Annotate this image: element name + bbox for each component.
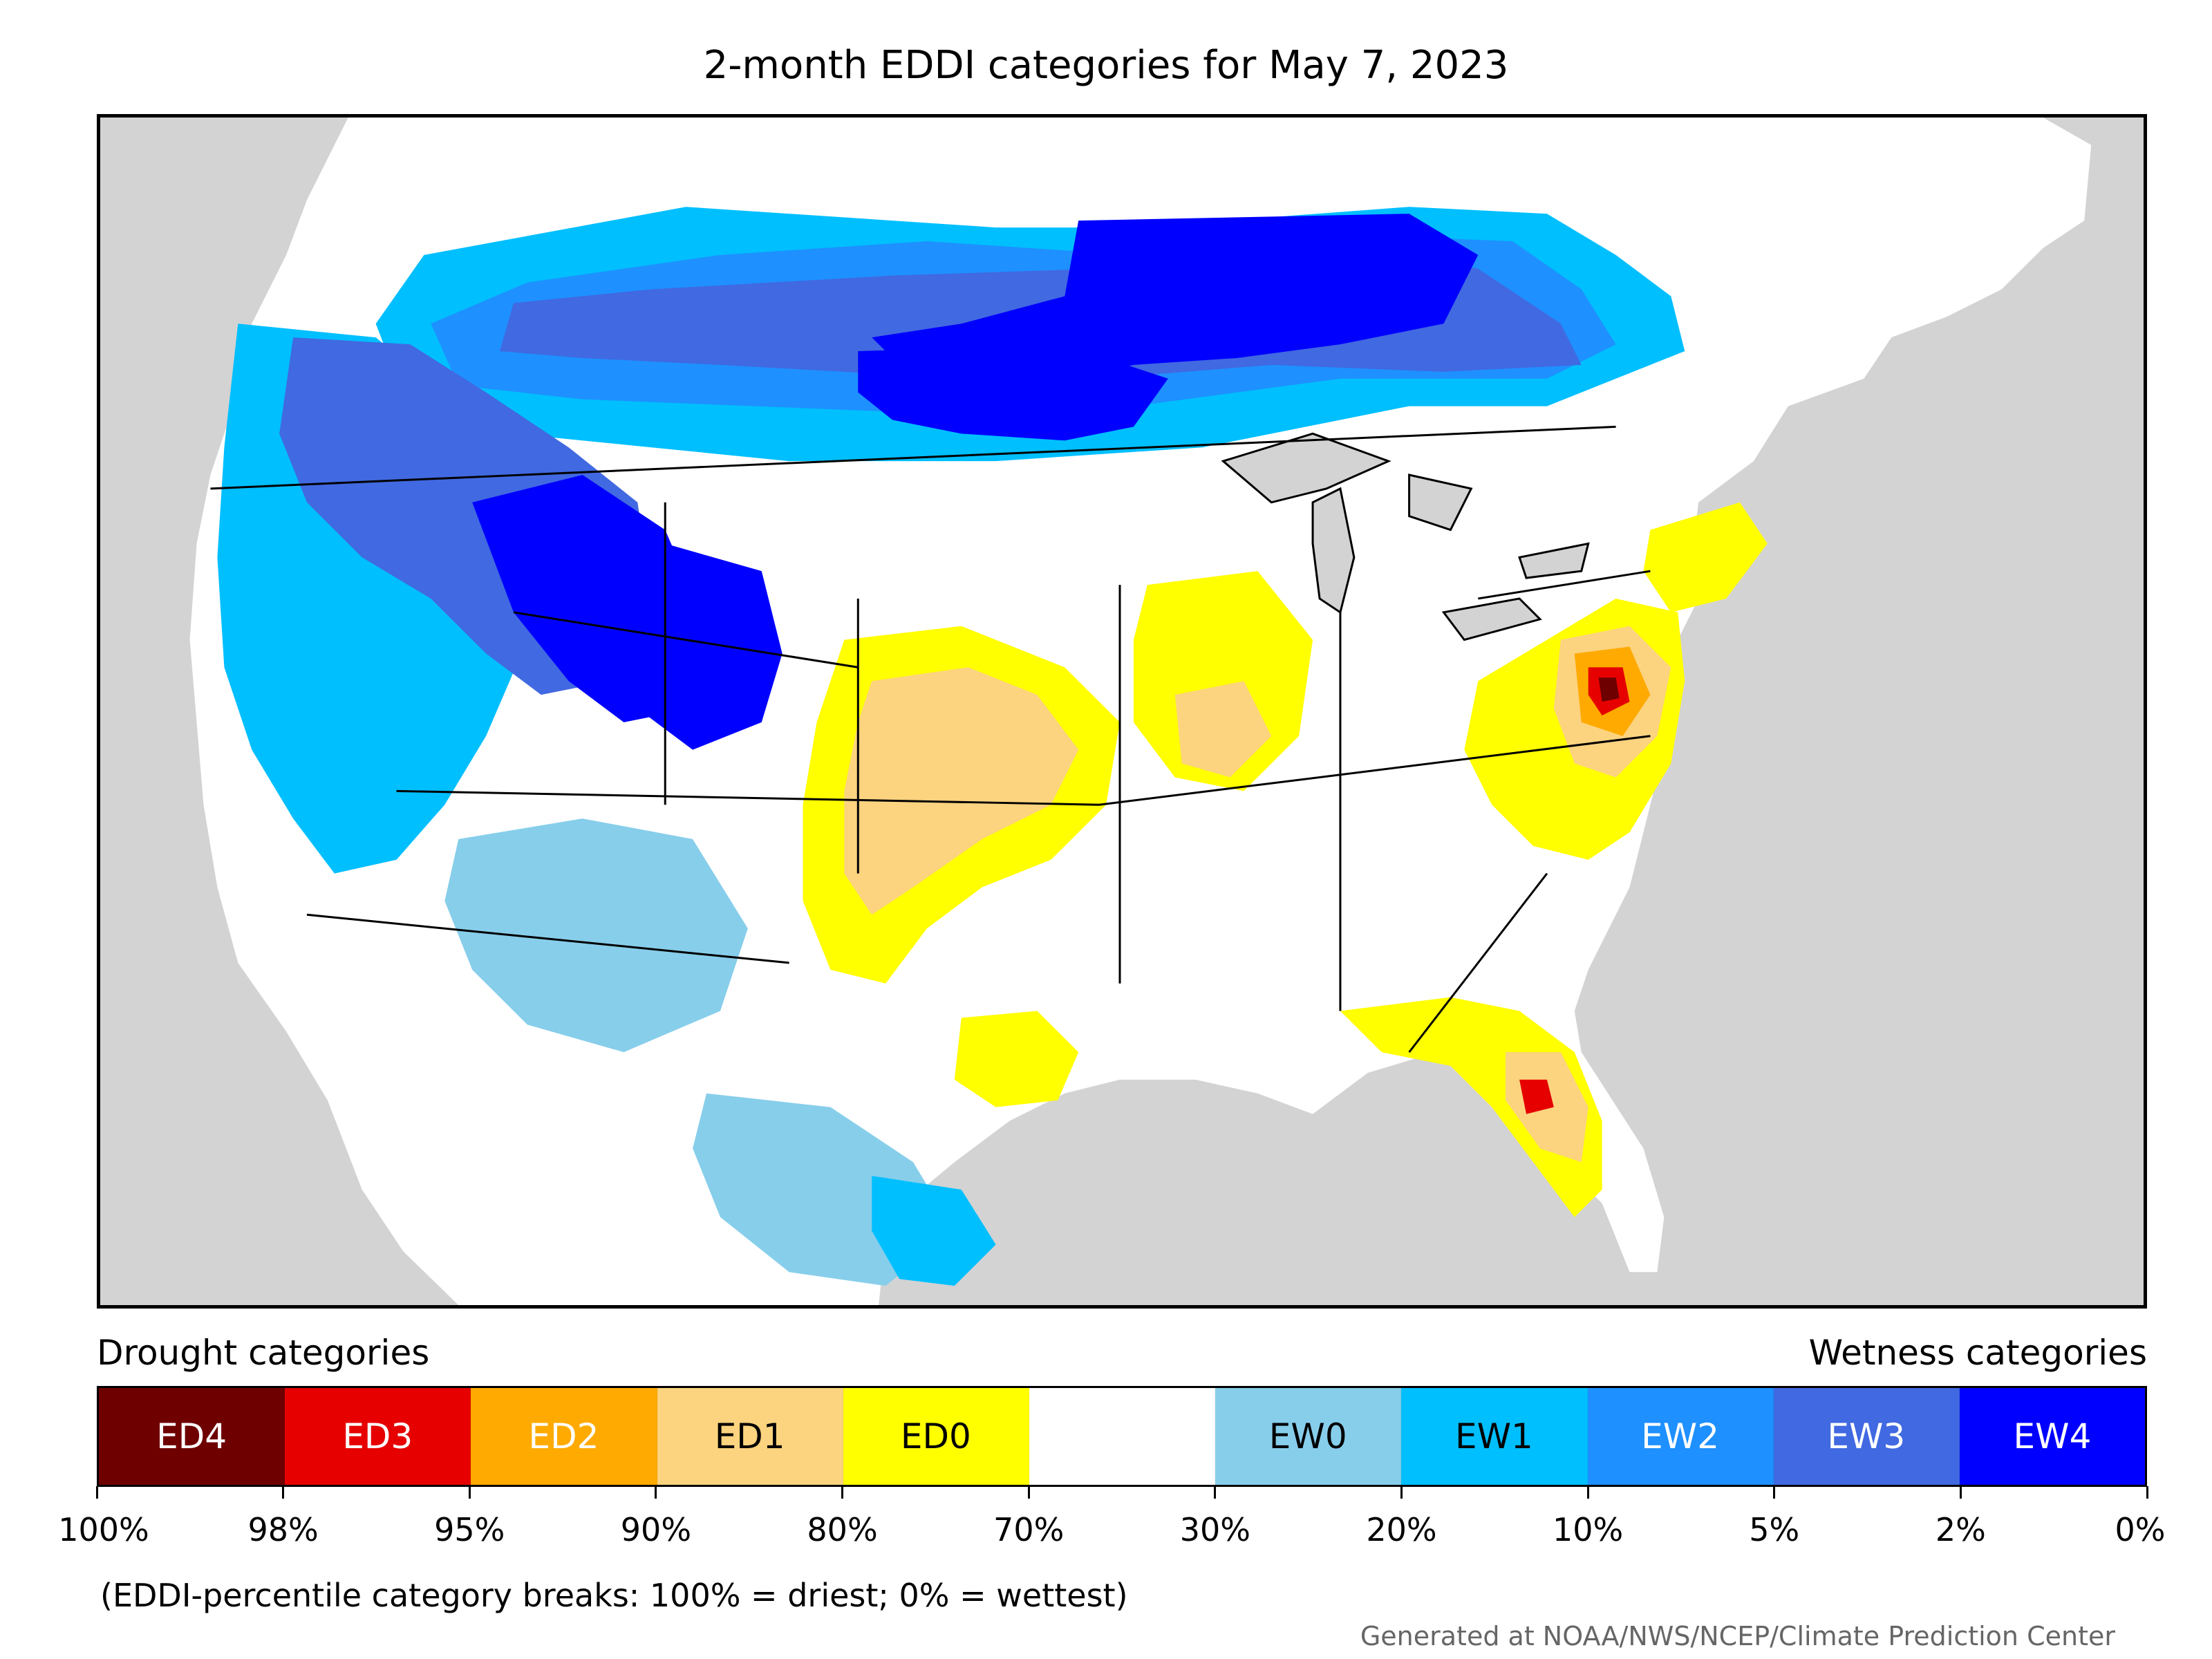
colorbar-cell-ew4: EW4 [1959,1388,2146,1485]
colorbar-tick-label: 2% [1935,1511,1986,1548]
colorbar-tick [1586,1486,1589,1499]
colorbar-tick-label: 98% [247,1511,319,1548]
colorbar-tick [282,1486,285,1499]
colorbar-tick [1773,1486,1776,1499]
wet-region-ew4-north [872,214,1479,386]
colorbar-tick [841,1486,844,1499]
colorbar-tick [1027,1486,1030,1499]
colorbar-tick [2146,1486,2148,1499]
colorbar-tick [1959,1486,1962,1499]
colorbar-cell-ed2: ED2 [471,1388,657,1485]
colorbar-tick-label: 80% [807,1511,878,1548]
colorbar-tick-label: 70% [993,1511,1065,1548]
wetness-categories-heading: Wetness categories [1808,1333,2147,1373]
colorbar-tick-label: 10% [1552,1511,1624,1548]
colorbar-tick [1400,1486,1403,1499]
dry-region-northeast-ed0 [1643,502,1768,612]
colorbar-cell-ew1: EW1 [1401,1388,1588,1485]
colorbar-tick [468,1486,471,1499]
colorbar-cell-ed3: ED3 [285,1388,471,1485]
map-title: 2-month EDDI categories for May 7, 2023 [703,43,1509,88]
colorbar-tick-label: 0% [2115,1511,2166,1548]
footnote: (EDDI-percentile category breaks: 100% =… [100,1577,1128,1614]
credit-line: Generated at NOAA/NWS/NCEP/Climate Predi… [1360,1621,2115,1651]
dry-region-texas-ed0 [954,1011,1079,1107]
colorbar-cell-ew2: EW2 [1587,1388,1774,1485]
colorbar-cell-ed0: ED0 [843,1388,1029,1485]
wet-region-wyoming-ew4 [637,543,782,750]
colorbar-tick-label: 5% [1749,1511,1800,1548]
colorbar-tick-label: 20% [1366,1511,1437,1548]
colorbar-cell-normal [1029,1388,1216,1485]
colorbar-tick [655,1486,657,1499]
colorbar-tick-label: 90% [620,1511,692,1548]
drought-categories-heading: Drought categories [97,1333,430,1373]
colorbar-cell-ed4: ED4 [99,1388,285,1485]
colorbar-tick [1214,1486,1217,1499]
colorbar-tick [95,1486,98,1499]
boundary-lines [210,425,1651,1053]
wet-region-southwest-ew0 [444,818,748,1053]
category-colorbar: ED4 ED3 ED2 ED1 ED0 EW0 EW1 EW2 EW3 EW4 [97,1386,2147,1487]
colorbar-cell-ew3: EW3 [1773,1388,1960,1485]
colorbar-cell-ew0: EW0 [1215,1388,1402,1485]
dry-region-florida-ed3 [1519,1079,1554,1114]
dry-region-plains-ed1 [844,667,1079,915]
wet-region-ew4-dakotas [858,344,1168,441]
colorbar-tick-label: 95% [434,1511,505,1548]
wet-region-texas-ew1 [872,1176,996,1286]
colorbar-tick-label: 30% [1179,1511,1250,1548]
eddi-map [97,114,2147,1309]
colorbar-cell-ed1: ED1 [657,1388,843,1485]
dry-region-midatlantic-ed4 [1598,677,1620,702]
dry-region-midwest-ed1 [1174,681,1272,778]
colorbar-tick-label: 100% [58,1511,149,1548]
map-canvas [100,118,2144,1305]
